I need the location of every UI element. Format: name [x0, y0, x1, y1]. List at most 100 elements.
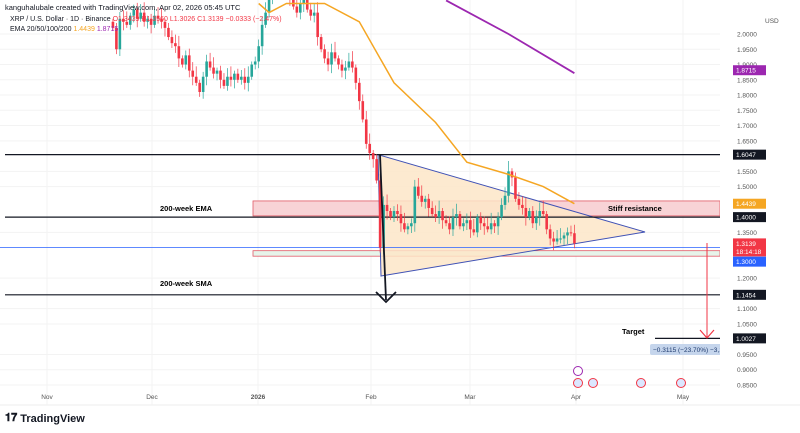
- candle[interactable]: [253, 61, 257, 65]
- candle[interactable]: [475, 217, 479, 233]
- candle[interactable]: [472, 229, 476, 233]
- candle[interactable]: [559, 238, 562, 240]
- candle[interactable]: [312, 12, 316, 16]
- candle[interactable]: [496, 217, 500, 227]
- candle[interactable]: [323, 49, 326, 59]
- candle[interactable]: [528, 211, 531, 218]
- candle[interactable]: [305, 0, 309, 10]
- candle[interactable]: [541, 211, 545, 215]
- candle[interactable]: [240, 76, 243, 80]
- candle[interactable]: [534, 217, 538, 224]
- candle[interactable]: [392, 211, 396, 218]
- candle[interactable]: [160, 18, 163, 22]
- candle[interactable]: [361, 101, 365, 120]
- candle[interactable]: [316, 12, 319, 38]
- candle[interactable]: [562, 235, 566, 239]
- candle[interactable]: [351, 61, 354, 68]
- candle[interactable]: [174, 43, 177, 47]
- candle[interactable]: [465, 220, 469, 224]
- candle[interactable]: [399, 214, 403, 224]
- candle[interactable]: [462, 223, 465, 227]
- candle[interactable]: [146, 18, 149, 22]
- candle[interactable]: [364, 119, 368, 144]
- candle[interactable]: [212, 67, 215, 74]
- candle[interactable]: [222, 79, 226, 86]
- candle[interactable]: [548, 229, 552, 239]
- candle[interactable]: [347, 61, 351, 68]
- candle[interactable]: [205, 61, 208, 77]
- candle[interactable]: [552, 238, 555, 242]
- candle[interactable]: [139, 12, 142, 19]
- candle[interactable]: [198, 82, 201, 92]
- candle[interactable]: [156, 15, 160, 19]
- candle[interactable]: [184, 55, 188, 65]
- candle[interactable]: [437, 211, 441, 218]
- candle[interactable]: [507, 171, 510, 196]
- candle[interactable]: [333, 52, 337, 59]
- candle[interactable]: [167, 27, 170, 38]
- candle[interactable]: [493, 223, 496, 227]
- candle[interactable]: [555, 238, 559, 242]
- candle[interactable]: [344, 67, 347, 71]
- candle[interactable]: [191, 70, 195, 77]
- candle[interactable]: [371, 153, 375, 160]
- candle[interactable]: [219, 70, 222, 80]
- candle[interactable]: [434, 214, 437, 218]
- candle[interactable]: [295, 6, 299, 13]
- candle[interactable]: [246, 76, 250, 83]
- candle[interactable]: [375, 159, 378, 181]
- candle[interactable]: [250, 64, 254, 77]
- candle[interactable]: [569, 232, 573, 234]
- candle[interactable]: [340, 64, 344, 71]
- candle[interactable]: [413, 186, 417, 224]
- candle[interactable]: [177, 46, 181, 59]
- candle[interactable]: [149, 18, 153, 25]
- candle[interactable]: [319, 37, 323, 50]
- candle[interactable]: [201, 76, 205, 92]
- price-chart[interactable]: 200-week EMA Stiff resistance 200-week SMA…: [0, 0, 800, 408]
- candle[interactable]: [503, 195, 507, 205]
- candle[interactable]: [125, 21, 129, 25]
- candle[interactable]: [416, 186, 420, 196]
- candle[interactable]: [330, 52, 333, 65]
- candle[interactable]: [521, 204, 524, 208]
- candle[interactable]: [236, 73, 240, 80]
- candle[interactable]: [420, 195, 424, 202]
- candle[interactable]: [410, 223, 413, 227]
- candle[interactable]: [573, 233, 576, 244]
- candle[interactable]: [444, 220, 448, 224]
- candle[interactable]: [458, 214, 462, 227]
- candle[interactable]: [489, 223, 493, 230]
- candle[interactable]: [302, 0, 306, 4]
- candle[interactable]: [194, 76, 198, 83]
- candle[interactable]: [486, 226, 489, 230]
- candle[interactable]: [385, 204, 389, 212]
- candle[interactable]: [430, 207, 434, 215]
- candle[interactable]: [479, 217, 483, 224]
- candle[interactable]: [396, 211, 399, 215]
- candle[interactable]: [309, 9, 313, 16]
- candle[interactable]: [510, 171, 514, 178]
- candle[interactable]: [406, 226, 410, 230]
- candle[interactable]: [545, 214, 548, 230]
- candle[interactable]: [514, 177, 517, 199]
- candle[interactable]: [427, 198, 430, 208]
- candle[interactable]: [566, 232, 569, 236]
- candle[interactable]: [181, 58, 184, 65]
- candle[interactable]: [368, 143, 372, 154]
- candle[interactable]: [455, 214, 458, 218]
- candle[interactable]: [132, 9, 136, 16]
- candle[interactable]: [111, 21, 115, 28]
- candle[interactable]: [153, 15, 156, 25]
- candle[interactable]: [403, 223, 406, 230]
- ema-50-line[interactable]: [258, 2, 575, 205]
- candle[interactable]: [226, 76, 229, 86]
- candle[interactable]: [208, 61, 212, 68]
- candle[interactable]: [448, 223, 451, 230]
- candle[interactable]: [267, 0, 271, 13]
- symbol-legend[interactable]: XRP / U.S. Dollar · 1D · Binance O1.3439…: [10, 16, 282, 23]
- candle[interactable]: [337, 58, 340, 65]
- candle[interactable]: [135, 9, 139, 19]
- candle[interactable]: [229, 76, 233, 80]
- candle[interactable]: [264, 12, 267, 25]
